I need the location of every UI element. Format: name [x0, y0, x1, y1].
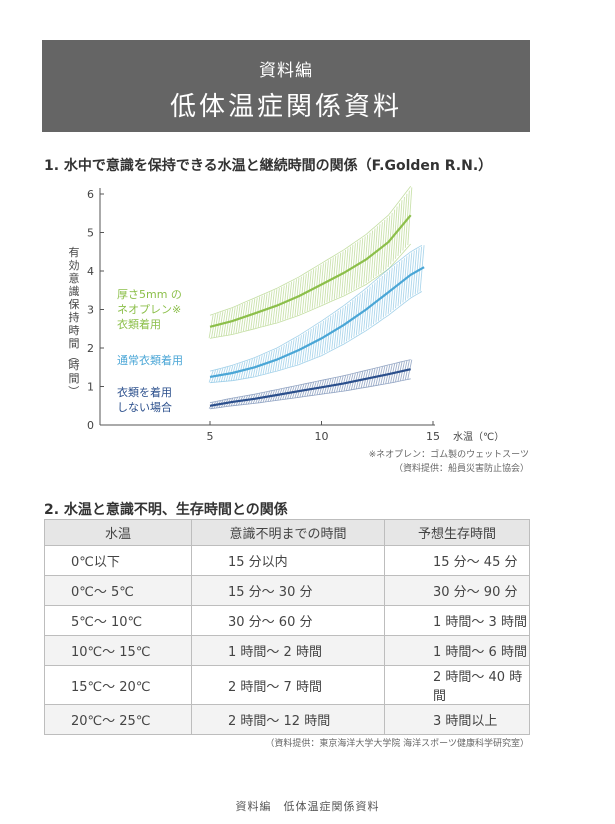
y-axis-label-char: 有: [69, 245, 80, 259]
series-label: 衣類着用: [117, 317, 161, 331]
page-header: 資料編 低体温症関係資料: [42, 40, 530, 132]
section2-title: 2. 水温と意識不明、生存時間との関係: [44, 502, 288, 518]
cell-unconscious-time: 15 分以内: [191, 545, 385, 576]
table-row: 10℃～ 15℃ 1 時間～ 2 時間 1 時間～ 6 時間: [44, 635, 530, 666]
y-axis-label-char: 識: [69, 285, 80, 298]
y-axis-label-char: 間: [69, 337, 80, 350]
y-axis-label-char: 意: [69, 271, 80, 285]
table-source: （資料提供：東京海洋大学大学院 海洋スポーツ健康科学研究室）: [265, 739, 529, 749]
y-tick-label: 4: [87, 265, 94, 278]
table-row: 15℃～ 20℃ 2 時間～ 7 時間 2 時間～ 40 時間: [44, 665, 530, 705]
y-tick-label: 5: [87, 227, 94, 240]
page-footer: 資料編 低体温症関係資料: [235, 800, 380, 813]
cell-water-temp: 5℃～ 10℃: [44, 605, 192, 636]
band-upper-edge: [209, 186, 412, 316]
series-line: [209, 266, 425, 378]
y-axis-label-char: （: [67, 351, 80, 362]
y-tick-label: 1: [87, 381, 94, 394]
cell-survival-time: 2 時間～ 40 時間: [384, 665, 530, 705]
note-source: （資料提供：船員災害防止協会）: [393, 464, 529, 474]
x-axis-label: 水温（℃）: [453, 431, 504, 443]
series-label: 通常衣類着用: [117, 353, 183, 367]
table-row: 5℃～ 10℃ 30 分～ 60 分 1 時間～ 3 時間: [44, 605, 530, 636]
y-axis-label-char: 保: [69, 297, 80, 311]
header-survival-time: 予想生存時間: [384, 519, 530, 546]
cell-unconscious-time: 30 分～ 60 分: [191, 605, 385, 636]
cell-water-temp: 0℃以下: [44, 545, 192, 576]
cell-unconscious-time: 2 時間～ 7 時間: [191, 665, 385, 705]
cell-water-temp: 20℃～ 25℃: [44, 704, 192, 735]
x-tick-label: 15: [426, 430, 440, 443]
band-lower-edge: [209, 291, 423, 384]
series-label: ネオプレン※: [117, 303, 181, 316]
cell-unconscious-time: 1 時間～ 2 時間: [191, 635, 385, 666]
series-line: [209, 214, 412, 328]
cell-survival-time: 1 時間～ 3 時間: [384, 605, 530, 636]
band-upper-edge: [209, 359, 411, 404]
y-axis-label-char: 間: [69, 372, 80, 385]
header-subtitle: 資料編: [259, 61, 313, 81]
cell-water-temp: 10℃～ 15℃: [44, 635, 192, 666]
y-axis-label-char: ）: [67, 386, 80, 397]
cell-unconscious-time: 15 分～ 30 分: [191, 575, 385, 606]
y-axis-label-char: 時: [69, 324, 80, 337]
table-header-row: 水温 意識不明までの時間 予想生存時間: [44, 519, 530, 546]
y-tick-label: 3: [87, 304, 94, 317]
cell-water-temp: 15℃～ 20℃: [44, 665, 192, 705]
survival-table: 水温 意識不明までの時間 予想生存時間 0℃以下 15 分以内 15 分～ 45…: [44, 519, 530, 735]
header-title: 低体温症関係資料: [169, 92, 402, 122]
y-axis-label-char: 効: [69, 258, 80, 272]
x-tick-label: 5: [207, 430, 214, 443]
cell-survival-time: 1 時間～ 6 時間: [384, 635, 530, 666]
cell-unconscious-time: 2 時間～ 12 時間: [191, 704, 385, 735]
series-label: 厚さ5mm の: [117, 288, 182, 301]
chart-notes: ※ネオプレン：ゴム製のウェットスーツ （資料提供：船員災害防止協会）: [369, 448, 529, 476]
y-tick-label: 0: [87, 419, 94, 432]
y-tick-label: 2: [87, 342, 94, 355]
band-lower-edge: [209, 243, 411, 339]
header-unconscious-time: 意識不明までの時間: [191, 519, 385, 546]
cell-survival-time: 30 分～ 90 分: [384, 575, 530, 606]
series-label: しない場合: [117, 400, 172, 414]
series-label: 衣類を着用: [117, 385, 172, 399]
table-row: 0℃～ 5℃ 15 分～ 30 分 30 分～ 90 分: [44, 575, 530, 606]
y-tick-label: 6: [87, 188, 94, 201]
y-axis-label-char: 持: [69, 310, 80, 324]
series-line: [209, 368, 411, 407]
cell-water-temp: 0℃～ 5℃: [44, 575, 192, 606]
section1-title: 1. 水中で意識を保持できる水温と継続時間の関係（F.Golden R.N.）: [44, 158, 493, 174]
header-water-temp: 水温: [44, 519, 192, 546]
note-neoprene: ※ネオプレン：ゴム製のウェットスーツ: [368, 450, 529, 460]
x-tick-label: 10: [315, 430, 329, 443]
table-row: 0℃以下 15 分以内 15 分～ 45 分: [44, 545, 530, 576]
cell-survival-time: 15 分～ 45 分: [384, 545, 530, 576]
band-lower-edge: [209, 378, 411, 410]
table-row: 20℃～ 25℃ 2 時間～ 12 時間 3 時間以上: [44, 704, 530, 735]
band-upper-edge: [209, 244, 423, 372]
y-axis-label-char: 時: [69, 359, 80, 372]
cell-survival-time: 3 時間以上: [384, 704, 530, 735]
